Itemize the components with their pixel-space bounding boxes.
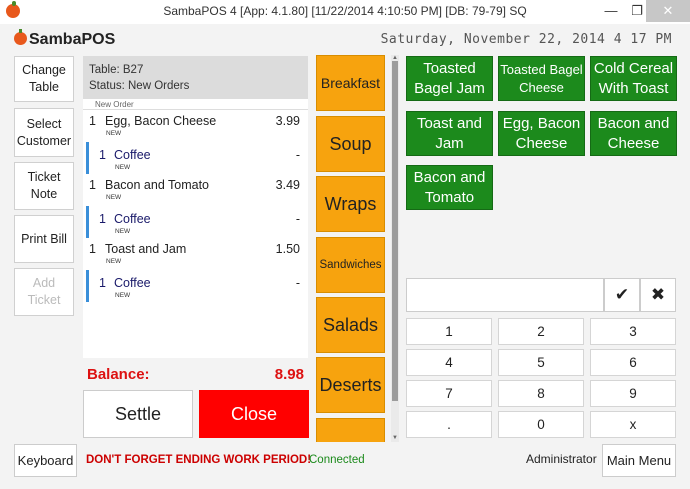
order-tag: NEW [115, 292, 131, 299]
numpad-key-5[interactable]: 5 [498, 349, 584, 376]
order-line[interactable]: 1 Coffee - NEW [86, 206, 308, 238]
order-qty: 1 [89, 114, 96, 128]
minimize-button[interactable]: — [604, 3, 618, 18]
order-group-label: New Order [83, 99, 308, 110]
main-menu-button[interactable]: Main Menu [602, 444, 676, 477]
ticket-table: Table: B27 [89, 64, 144, 76]
product-toasted-bagel-jam[interactable]: Toasted Bagel Jam [406, 56, 493, 101]
app-icon [6, 1, 20, 18]
product-toast-and-jam[interactable]: Toast and Jam [406, 111, 493, 156]
ticket-header: Table: B27 Status: New Orders [83, 56, 308, 99]
order-tag: NEW [115, 228, 131, 235]
order-name: Coffee [114, 212, 151, 226]
close-icon[interactable]: ✖ [640, 278, 676, 312]
order-qty: 1 [99, 148, 106, 162]
order-line[interactable]: 1 Coffee - NEW [86, 270, 308, 302]
order-line[interactable]: 1 Bacon and Tomato 3.49 NEW [83, 174, 308, 206]
close-window-button[interactable]: ✕ [646, 0, 690, 22]
ticket-status: Status: New Orders [89, 80, 190, 92]
numpad-key-7[interactable]: 7 [406, 380, 492, 407]
numpad-key-2[interactable]: 2 [498, 318, 584, 345]
order-qty: 1 [89, 242, 96, 256]
numpad-key-8[interactable]: 8 [498, 380, 584, 407]
order-tag: NEW [115, 164, 131, 171]
tomato-icon [14, 29, 27, 45]
work-period-warning: DON'T FORGET ENDING WORK PERIOD! [86, 454, 312, 466]
numpad-key-4[interactable]: 4 [406, 349, 492, 376]
category-breakfast[interactable]: Breakfast [316, 55, 385, 111]
numpad-key-3[interactable]: 3 [590, 318, 676, 345]
category-wraps[interactable]: Wraps [316, 176, 385, 232]
product-egg-bacon-cheese[interactable]: Egg, Bacon Cheese [498, 111, 585, 156]
sambapos-logo: SambaPOS [14, 29, 116, 53]
ticket-panel: Table: B27 Status: New Orders New Order … [83, 56, 308, 358]
scroll-down-icon[interactable]: ▼ [392, 435, 398, 441]
order-line[interactable]: 1 Coffee - NEW [86, 142, 308, 174]
order-name: Bacon and Tomato [105, 178, 210, 192]
product-toasted-bagel-cheese[interactable]: Toasted Bagel Cheese [498, 56, 585, 101]
product-bacon-and-tomato[interactable]: Bacon and Tomato [406, 165, 493, 210]
numpad-key-0[interactable]: 0 [498, 411, 584, 438]
order-line[interactable]: 1 Egg, Bacon Cheese 3.99 NEW [83, 110, 308, 142]
order-name: Coffee [114, 148, 151, 162]
category-deserts[interactable]: Deserts [316, 357, 385, 413]
window-title: SambaPOS 4 [App: 4.1.80] [11/22/2014 4:1… [163, 4, 527, 18]
order-tag: NEW [106, 194, 122, 201]
balance-label: Balance: [87, 366, 150, 383]
select-customer-button[interactable]: Select Customer [14, 108, 74, 157]
category-more[interactable] [316, 418, 385, 442]
order-price: 3.49 [275, 178, 300, 192]
category-sandwiches[interactable]: Sandwiches [316, 237, 385, 293]
settle-button[interactable]: Settle [83, 390, 193, 438]
numpad-key-6[interactable]: 6 [590, 349, 676, 376]
restore-button[interactable]: ❐ [631, 3, 643, 18]
close-ticket-button[interactable]: Close [199, 390, 309, 438]
scroll-thumb[interactable] [392, 61, 398, 401]
scroll-up-icon[interactable]: ▲ [392, 55, 398, 61]
numpad-input[interactable] [406, 278, 604, 312]
product-cold-cereal-with-toast[interactable]: Cold Cereal With Toast [590, 56, 677, 101]
order-qty: 1 [99, 276, 106, 290]
product-bacon-and-cheese[interactable]: Bacon and Cheese [590, 111, 677, 156]
change-table-button[interactable]: Change Table [14, 56, 74, 102]
order-price: 1.50 [275, 242, 300, 256]
print-bill-button[interactable]: Print Bill [14, 215, 74, 263]
keyboard-button[interactable]: Keyboard [14, 444, 77, 477]
order-line[interactable]: 1 Toast and Jam 1.50 NEW [83, 238, 308, 270]
order-tag: NEW [106, 258, 122, 265]
connection-status: Connected [309, 454, 365, 466]
balance-value: 8.98 [274, 366, 304, 383]
date-time-display: Saturday, November 22, 2014 4 17 PM [380, 32, 672, 47]
current-user: Administrator [526, 452, 597, 466]
category-soup[interactable]: Soup [316, 116, 385, 172]
numpad-key-x[interactable]: x [590, 411, 676, 438]
order-name: Toast and Jam [105, 242, 187, 256]
order-price: - [295, 276, 300, 290]
add-ticket-button[interactable]: Add Ticket [14, 268, 74, 316]
logo-text: SambaPOS [29, 31, 116, 48]
order-name: Coffee [114, 276, 151, 290]
category-list: Breakfast Soup Wraps Sandwiches Salads D… [316, 55, 386, 442]
title-bar: SambaPOS 4 [App: 4.1.80] [11/22/2014 4:1… [0, 0, 690, 24]
ticket-note-button[interactable]: Ticket Note [14, 162, 74, 210]
numpad-key-dot[interactable]: . [406, 411, 492, 438]
category-scrollbar[interactable]: ▲ ▼ [391, 55, 399, 442]
order-tag: NEW [106, 130, 122, 137]
numpad-key-9[interactable]: 9 [590, 380, 676, 407]
order-name: Egg, Bacon Cheese [105, 114, 217, 128]
order-price: 3.99 [275, 114, 300, 128]
order-price: - [295, 148, 300, 162]
order-qty: 1 [99, 212, 106, 226]
order-qty: 1 [89, 178, 96, 192]
numpad-key-1[interactable]: 1 [406, 318, 492, 345]
order-price: - [295, 212, 300, 226]
category-salads[interactable]: Salads [316, 297, 385, 353]
check-icon[interactable]: ✔ [604, 278, 640, 312]
